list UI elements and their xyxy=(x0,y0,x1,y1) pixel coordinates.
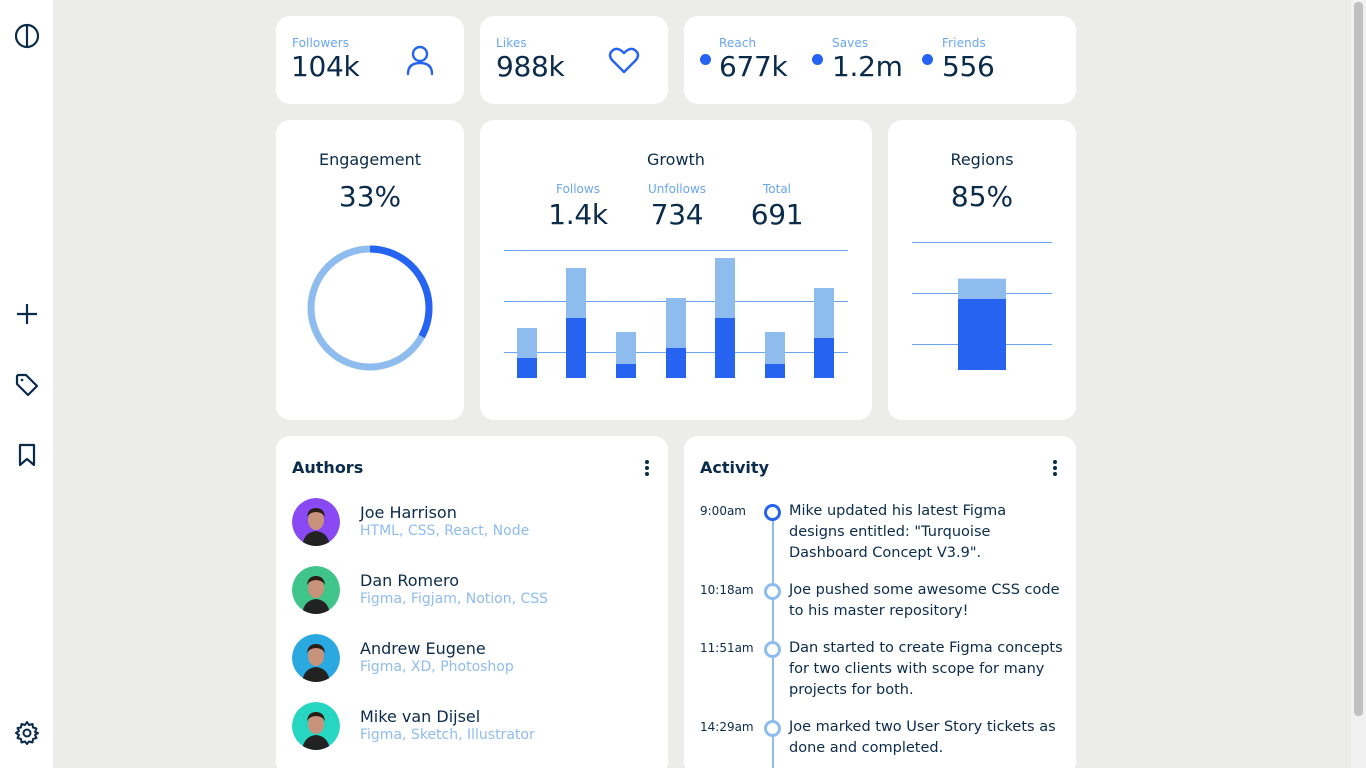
author-skills: Figma, Figjam, Notion, CSS xyxy=(360,591,549,607)
growth-total: Total 691 xyxy=(737,182,817,231)
growth-title: Growth xyxy=(647,150,705,169)
author-skills: HTML, CSS, React, Node xyxy=(360,523,530,539)
author-name[interactable]: Mike van Dijsel xyxy=(360,707,481,726)
bar-dark-5 xyxy=(715,318,735,378)
authors-more-icon[interactable] xyxy=(644,460,650,478)
growth-follows-label: Follows xyxy=(556,182,600,196)
likes-label: Likes xyxy=(496,36,527,50)
followers-label: Followers xyxy=(292,36,350,50)
friends-dot xyxy=(922,54,933,65)
regions-value: 85% xyxy=(950,180,1014,213)
activity-time: 14:29am xyxy=(700,720,754,734)
tag-icon[interactable] xyxy=(13,371,40,398)
bar-light-3 xyxy=(616,332,636,364)
likes-value: 988k xyxy=(496,50,565,83)
author-row[interactable]: Mike van Dijsel Figma, Sketch, Illustrato… xyxy=(292,702,652,750)
growth-total-value: 691 xyxy=(750,198,804,231)
reach-dot xyxy=(700,54,711,65)
activity-time: 11:51am xyxy=(700,641,754,655)
activity-card: Activity 9:00am Mike updated his latest F… xyxy=(684,436,1076,768)
author-row[interactable]: Joe Harrison HTML, CSS, React, Node xyxy=(292,498,652,546)
bar-dark-1 xyxy=(517,358,537,378)
activity-time: 9:00am xyxy=(700,504,746,518)
user-icon xyxy=(404,44,436,76)
bookmark-icon[interactable] xyxy=(13,441,40,468)
heart-icon xyxy=(608,46,640,74)
author-row[interactable]: Andrew Eugene Figma, XD, Photoshop xyxy=(292,634,652,682)
author-name[interactable]: Dan Romero xyxy=(360,571,459,590)
engagement-title: Engagement xyxy=(318,150,422,169)
engagement-donut xyxy=(307,245,433,371)
sidebar xyxy=(0,0,53,768)
avatar xyxy=(292,498,340,546)
bar-dark-2 xyxy=(566,318,586,378)
reach-value: 677k xyxy=(719,50,788,83)
followers-card: Followers 104k xyxy=(276,16,464,104)
engagement-donut-arc xyxy=(369,245,433,339)
plus-icon[interactable] xyxy=(13,300,40,327)
timeline-node-icon xyxy=(764,641,781,658)
bar-light-4 xyxy=(666,298,686,348)
bar-dark-4 xyxy=(666,348,686,378)
reach-label: Reach xyxy=(719,36,757,50)
author-row[interactable]: Dan Romero Figma, Figjam, Notion, CSS xyxy=(292,566,652,614)
growth-unfollows-value: 734 xyxy=(650,198,704,231)
authors-title: Authors xyxy=(292,458,364,477)
author-skills: Figma, XD, Photoshop xyxy=(360,659,514,675)
activity-text: Joe marked two User Story tickets as don… xyxy=(789,719,1056,756)
friends-label: Friends xyxy=(942,36,986,50)
timeline-node-icon xyxy=(764,720,781,737)
contrast-icon[interactable] xyxy=(13,22,40,49)
growth-follows-value: 1.4k xyxy=(548,198,608,231)
regions-card: Regions 85% xyxy=(888,120,1076,420)
bar-dark-7 xyxy=(814,338,834,378)
engagement-value: 33% xyxy=(338,180,402,213)
saves-dot xyxy=(812,54,823,65)
bar-light-2 xyxy=(566,268,586,318)
activity-text: Joe pushed some awesome CSS code to his … xyxy=(789,582,1060,619)
bar-light-7 xyxy=(814,288,834,338)
activity-text: Mike updated his latest Figma designs en… xyxy=(789,503,1007,561)
likes-card: Likes 988k xyxy=(480,16,668,104)
avatar xyxy=(292,702,340,750)
bar-dark-3 xyxy=(616,364,636,378)
bar-dark-6 xyxy=(765,364,785,378)
growth-bar-chart xyxy=(504,250,848,378)
author-name[interactable]: Andrew Eugene xyxy=(360,639,486,658)
activity-title: Activity xyxy=(700,458,769,477)
activity-more-icon[interactable] xyxy=(1052,460,1058,478)
growth-follows: Follows 1.4k xyxy=(538,182,618,231)
saves-value: 1.2m xyxy=(832,50,903,83)
bar-dark-1 xyxy=(958,298,1006,370)
engagement-card: Engagement 33% xyxy=(276,120,464,420)
followers-value: 104k xyxy=(291,50,360,83)
saves-label: Saves xyxy=(832,36,869,50)
author-name[interactable]: Joe Harrison xyxy=(360,503,457,522)
activity-text: Dan started to create Figma concepts for… xyxy=(789,640,1063,698)
regions-title: Regions xyxy=(950,150,1014,169)
avatar xyxy=(292,634,340,682)
growth-unfollows: Unfollows 734 xyxy=(637,182,717,231)
timeline-node-icon xyxy=(764,583,781,600)
growth-card: Growth Follows 1.4k Unfollows 734 Total … xyxy=(480,120,872,420)
friends-value: 556 xyxy=(942,50,995,83)
timeline-node-icon xyxy=(764,504,781,521)
bar-light-5 xyxy=(715,258,735,318)
scrollbar-thumb[interactable] xyxy=(1354,2,1363,716)
growth-total-label: Total xyxy=(762,182,792,196)
authors-card: Authors Joe Harrison HTML, CSS, React, No… xyxy=(276,436,668,768)
bar-light-1 xyxy=(517,328,537,358)
author-skills: Figma, Sketch, Illustrator xyxy=(360,727,535,743)
scrollbar[interactable] xyxy=(1351,0,1366,768)
bar-light-6 xyxy=(765,332,785,364)
regions-bar-chart xyxy=(912,242,1052,370)
activity-time: 10:18am xyxy=(700,583,754,597)
bar-light-1 xyxy=(958,278,1006,299)
avatar xyxy=(292,566,340,614)
growth-unfollows-label: Unfollows xyxy=(647,182,707,196)
settings-icon[interactable] xyxy=(13,719,40,746)
reach-saves-friends-card: Reach 677k Saves 1.2m Friends 556 xyxy=(684,16,1076,104)
